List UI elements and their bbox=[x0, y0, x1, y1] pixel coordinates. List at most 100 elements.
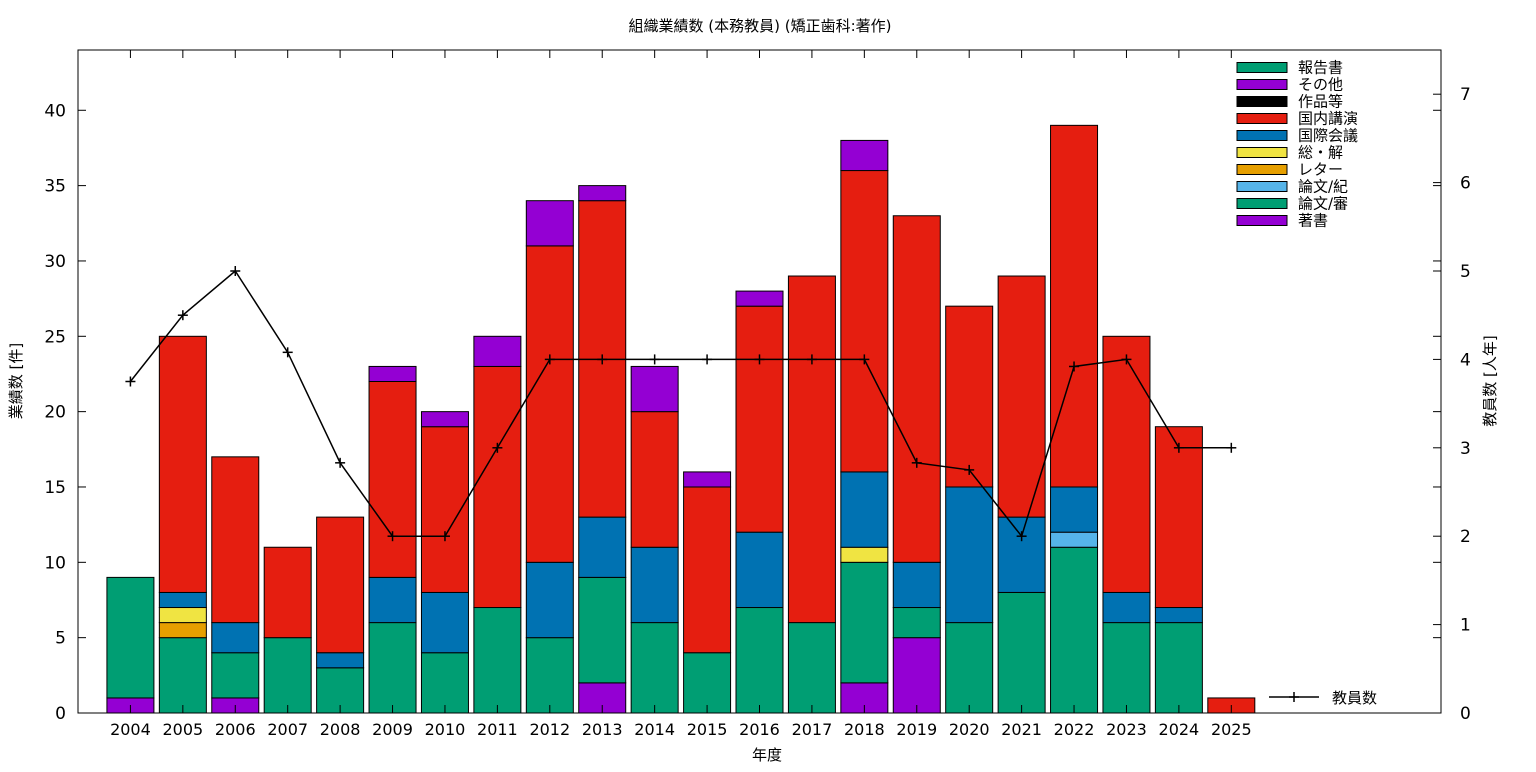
legend-label: 著書 bbox=[1298, 212, 1328, 230]
line-point-2020 bbox=[964, 464, 975, 475]
bar-segment-2022-2 bbox=[1050, 531, 1099, 548]
bar-segment-2005-6 bbox=[158, 335, 207, 593]
bar-segment-2023-6 bbox=[1102, 335, 1151, 593]
bar-segment-2014-6 bbox=[630, 411, 679, 548]
bar-segment-2024-6 bbox=[1154, 426, 1203, 609]
bar-segment-2021-6 bbox=[997, 275, 1046, 518]
bar-segment-2014-5 bbox=[630, 546, 679, 624]
bar-segment-2010-1 bbox=[420, 652, 469, 714]
bar-segment-2010-5 bbox=[420, 591, 469, 654]
y-tick-label: 25 bbox=[44, 327, 66, 347]
legend-swatch bbox=[1236, 215, 1288, 226]
legend-item-論文-審: 論文/審 bbox=[1236, 195, 1348, 213]
bar-segment-2022-1 bbox=[1050, 546, 1099, 714]
legend-label: 国内講演 bbox=[1298, 110, 1358, 128]
bar-segment-2012-8 bbox=[525, 200, 574, 247]
bar-segment-2023-1 bbox=[1102, 622, 1151, 714]
x-tick-label-2005: 2005 bbox=[162, 720, 203, 739]
line-point-2019 bbox=[911, 457, 922, 468]
bar-segment-2015-1 bbox=[683, 652, 732, 714]
legend-item-論文-紀: 論文/紀 bbox=[1236, 178, 1348, 196]
bar-segment-2011-1 bbox=[473, 607, 522, 714]
x-tick-label-2007: 2007 bbox=[267, 720, 308, 739]
bar-layer bbox=[106, 124, 1256, 714]
bar-segment-2016-5 bbox=[735, 531, 784, 609]
bar-segment-2012-6 bbox=[525, 245, 574, 563]
y-tick-label: 15 bbox=[44, 478, 66, 498]
legend-item-作品等: 作品等 bbox=[1236, 93, 1343, 111]
bar-segment-2006-5 bbox=[211, 622, 260, 654]
bar-segment-2021-5 bbox=[997, 516, 1046, 593]
bar-segment-2020-1 bbox=[945, 622, 994, 714]
line-point-2013 bbox=[597, 354, 608, 365]
bar-segment-2018-6 bbox=[840, 170, 889, 473]
y2-tick-label: 5 bbox=[1460, 262, 1471, 282]
bar-segment-2018-1 bbox=[840, 561, 889, 684]
bar-segment-2018-4 bbox=[840, 546, 889, 563]
y2-tick-label: 4 bbox=[1460, 350, 1471, 370]
bar-segment-2016-6 bbox=[735, 305, 784, 533]
x-tick-label-2021: 2021 bbox=[1001, 720, 1042, 739]
x-axis-label: 年度 bbox=[752, 746, 782, 764]
line-point-2010 bbox=[439, 531, 450, 542]
line-point-2006 bbox=[230, 266, 241, 276]
bar-segment-2019-5 bbox=[892, 561, 941, 609]
bar-segment-2019-6 bbox=[892, 215, 941, 563]
bar-segment-2009-5 bbox=[368, 576, 417, 624]
y2-axis-label: 教員数 [人年] bbox=[1481, 335, 1499, 426]
bar-segment-2007-6 bbox=[263, 546, 312, 639]
x-tick-label-2025: 2025 bbox=[1211, 720, 1252, 739]
legend-label: 報告書 bbox=[1298, 59, 1343, 77]
bar-segment-2017-6 bbox=[787, 275, 836, 624]
x-tick-label-2013: 2013 bbox=[582, 720, 623, 739]
bar-segment-2009-1 bbox=[368, 622, 417, 714]
bar-segment-2019-1 bbox=[892, 607, 941, 639]
line-legend: 教員数 bbox=[1269, 689, 1377, 707]
line-point-2005 bbox=[177, 310, 188, 321]
y2-tick-label: 3 bbox=[1460, 439, 1471, 459]
legend-item-総・解: 総・解 bbox=[1236, 144, 1343, 162]
bar-segment-2013-8 bbox=[578, 185, 627, 202]
line-point-2008 bbox=[335, 457, 346, 468]
line-point-2016 bbox=[754, 354, 765, 365]
line-legend-label: 教員数 bbox=[1332, 689, 1377, 707]
y-axis: 0 5 10 15 20 25 30 35 40 bbox=[44, 101, 1441, 724]
x-tick-label-2016: 2016 bbox=[739, 720, 780, 739]
bar-segment-2009-8 bbox=[368, 365, 417, 382]
bar-segment-2005-1 bbox=[158, 637, 207, 714]
bar-segment-2011-8 bbox=[473, 335, 522, 367]
legend-item-その他: その他 bbox=[1236, 76, 1343, 94]
x-tick-label-2006: 2006 bbox=[215, 720, 256, 739]
line-point-2012 bbox=[544, 354, 555, 365]
bar-segment-2017-1 bbox=[787, 622, 836, 714]
bar-segment-2016-8 bbox=[735, 290, 784, 307]
legend-label: 論文/紀 bbox=[1298, 178, 1348, 196]
y2-tick-label: 1 bbox=[1460, 616, 1471, 636]
y-tick-label: 5 bbox=[55, 629, 66, 649]
bar-segment-2024-1 bbox=[1154, 622, 1203, 714]
legend-label: 論文/審 bbox=[1298, 195, 1348, 213]
x-tick-label-2004: 2004 bbox=[110, 720, 151, 739]
line-point-2018 bbox=[859, 354, 870, 365]
x-tick-label-2010: 2010 bbox=[425, 720, 466, 739]
line-point-2022 bbox=[1069, 361, 1080, 372]
line-point-2009 bbox=[387, 531, 398, 542]
legend-item-国際会議: 国際会議 bbox=[1236, 127, 1358, 145]
line-point-2014 bbox=[649, 354, 660, 365]
legend-label: 作品等 bbox=[1298, 93, 1343, 111]
x-tick-label-2012: 2012 bbox=[529, 720, 570, 739]
bar-segment-2006-1 bbox=[211, 652, 260, 699]
bar-segment-2010-8 bbox=[420, 411, 469, 428]
y2-tick-label: 2 bbox=[1460, 527, 1471, 547]
legend-label: 総・解 bbox=[1298, 144, 1343, 162]
bar-segment-2005-3 bbox=[158, 622, 207, 639]
line-point-2011 bbox=[492, 442, 503, 453]
y2-axis: 0 1 2 3 4 5 6 7 bbox=[1433, 85, 1471, 724]
legend-label: その他 bbox=[1298, 76, 1343, 94]
bar-segment-2022-5 bbox=[1050, 486, 1099, 533]
bar-segment-2006-6 bbox=[211, 456, 260, 624]
line-layer bbox=[125, 266, 1237, 542]
line-point-2007 bbox=[282, 347, 293, 358]
